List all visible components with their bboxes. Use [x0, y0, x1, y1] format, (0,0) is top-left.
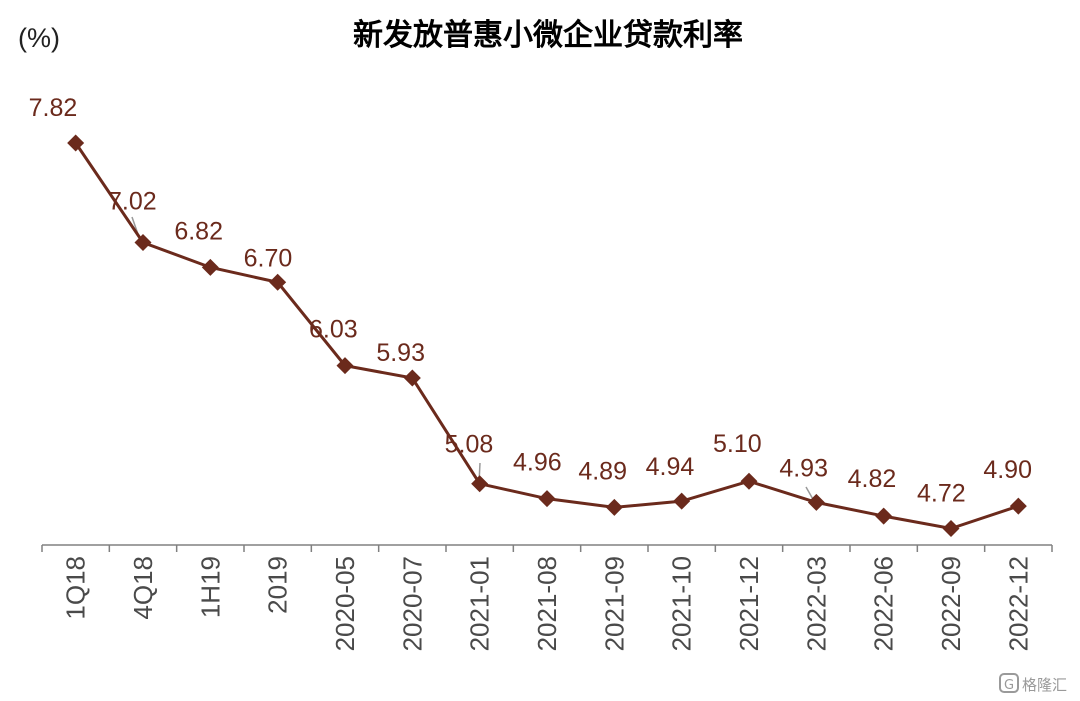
series-markers [67, 134, 1027, 537]
x-tick-label: 2021-09 [599, 556, 629, 651]
data-point-marker [942, 520, 960, 537]
data-point-marker [875, 507, 893, 525]
x-tick-label: 4Q18 [128, 556, 158, 620]
x-tick-label: 2022-03 [801, 556, 831, 651]
data-labels: 7.82 7.02 6.82 6.70 6.03 5.93 5.08 4.96 4.89 4.94… [29, 94, 1032, 508]
data-label: 7.02 [108, 187, 157, 215]
data-point-marker [201, 258, 219, 276]
x-tick-label: 2021-08 [532, 556, 562, 651]
x-tick-label: 2021-10 [667, 556, 697, 651]
x-tick-label: 2019 [263, 556, 293, 614]
data-label: 6.03 [309, 316, 358, 344]
data-point-marker [134, 233, 152, 251]
data-point-marker [1009, 497, 1027, 515]
x-tick-label: 2020-07 [397, 556, 427, 651]
data-label: 4.94 [646, 453, 695, 481]
x-tick-label: 1H19 [195, 556, 225, 618]
watermark-logo-glyph: G [1004, 678, 1014, 693]
data-label: 4.89 [578, 457, 627, 485]
data-label: 6.70 [244, 244, 293, 272]
x-tick-label: 2021-12 [734, 556, 764, 651]
x-axis-ticks [41, 545, 1053, 552]
data-label: 5.10 [713, 430, 762, 458]
data-point-marker [605, 498, 623, 516]
x-tick-label: 2022-09 [936, 556, 966, 651]
x-tick-label: 2020-05 [330, 556, 360, 651]
data-label: 4.72 [917, 480, 966, 508]
data-point-marker [740, 472, 758, 490]
data-point-marker [807, 493, 825, 511]
data-point-marker [673, 492, 691, 510]
x-tick-label: 2022-12 [1003, 556, 1033, 651]
data-point-marker [471, 475, 489, 493]
chart-title: 新发放普惠小微企业贷款利率 [353, 18, 743, 53]
x-tick-label: 2022-06 [869, 556, 899, 651]
data-point-marker [403, 369, 421, 387]
x-tick-label: 1Q18 [61, 556, 91, 620]
data-label: 4.90 [983, 456, 1032, 484]
data-label: 5.08 [445, 431, 494, 459]
data-point-marker [67, 134, 85, 152]
data-point-marker [336, 357, 354, 375]
data-point-marker [538, 490, 556, 508]
data-label: 6.82 [174, 217, 223, 245]
data-label: 5.93 [376, 339, 425, 367]
y-unit-label: (%) [18, 23, 60, 53]
x-tick-label: 2021-01 [465, 556, 495, 651]
data-label: 7.82 [29, 94, 78, 122]
data-label: 4.82 [848, 465, 897, 493]
data-point-marker [269, 273, 287, 291]
data-label: 4.93 [779, 454, 828, 482]
data-label: 4.96 [513, 449, 562, 477]
watermark-text: 格隆汇 [1022, 676, 1067, 694]
watermark: G 格隆汇 [999, 673, 1067, 694]
watermark-logo-icon [999, 673, 1019, 693]
x-axis-labels: 1Q18 4Q18 1H19 2019 2020-05 2020-07 2021-01 202… [61, 556, 1034, 651]
